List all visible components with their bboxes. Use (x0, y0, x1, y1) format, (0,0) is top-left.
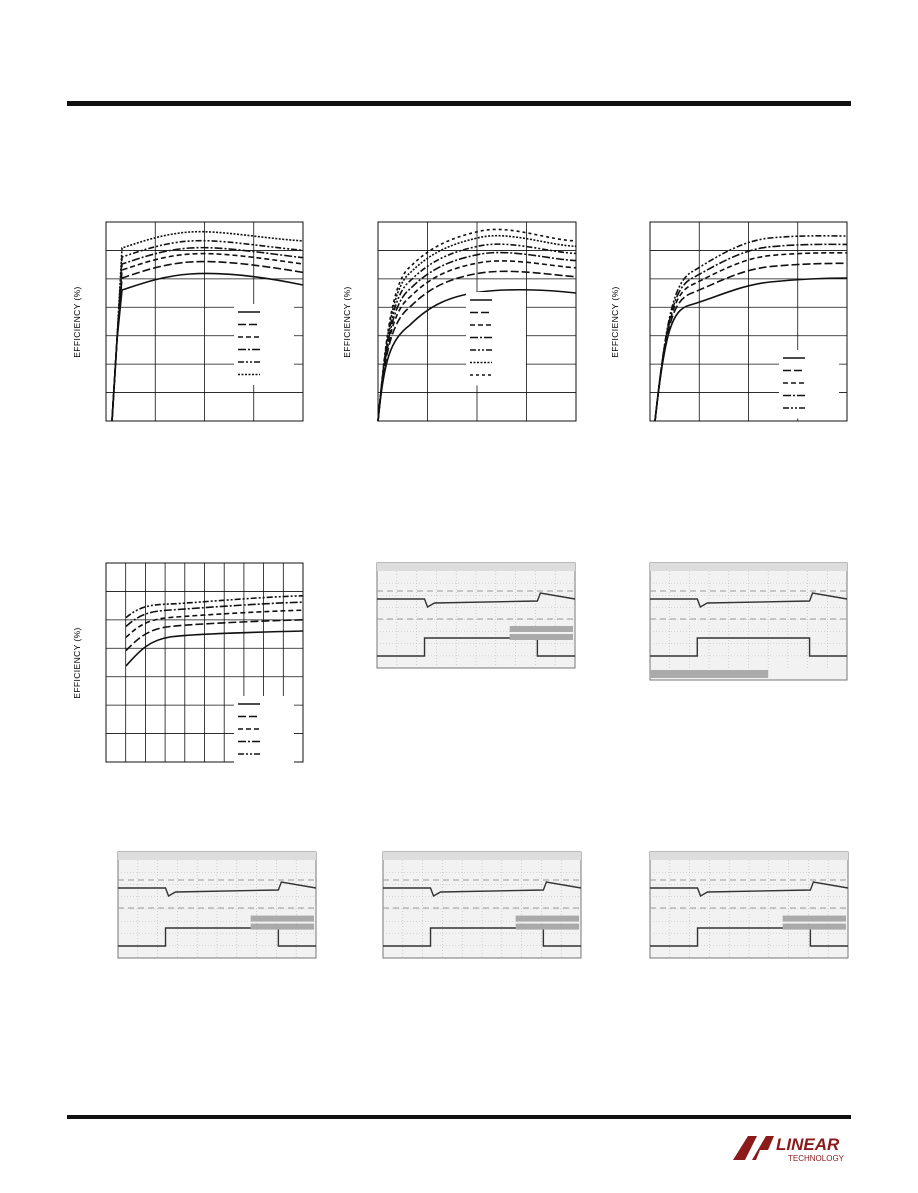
curve (125, 619, 304, 652)
curve (377, 228, 577, 422)
trace (650, 881, 849, 898)
curve (111, 260, 304, 422)
logo-name: LINEAR (776, 1135, 840, 1154)
readout (782, 915, 847, 922)
scope (376, 562, 576, 669)
curve (125, 595, 304, 619)
curve (125, 609, 304, 638)
scope-header (377, 563, 575, 571)
y-axis-label: EFFICIENCY (%) (72, 286, 82, 358)
legend-box (466, 292, 526, 386)
curve (125, 630, 304, 667)
trace (383, 927, 581, 947)
curve (377, 234, 577, 422)
y-axis-label: EFFICIENCY (%) (342, 286, 352, 358)
scope-screen (649, 562, 848, 681)
readout (250, 915, 315, 922)
curve (654, 235, 848, 422)
chart (105, 562, 304, 765)
curve (125, 601, 304, 627)
curve (111, 272, 304, 422)
curve (654, 251, 848, 422)
trace (118, 927, 316, 947)
readout (782, 923, 847, 930)
curve (111, 239, 304, 422)
scope (117, 851, 317, 959)
curve (111, 252, 304, 422)
scope (382, 851, 582, 959)
curve (111, 230, 304, 422)
readout (250, 923, 315, 930)
trace (650, 927, 848, 947)
y-axis-label: EFFICIENCY (%) (72, 627, 82, 699)
scope-header (118, 852, 316, 860)
readout (509, 626, 574, 632)
scope-header (383, 852, 581, 860)
readout (509, 634, 574, 640)
logo-mark (733, 1136, 774, 1160)
legend-box (234, 304, 294, 385)
y-axis-label: EFFICIENCY (%) (610, 286, 620, 358)
top-rule (67, 101, 851, 106)
chart (649, 221, 848, 422)
readout (650, 670, 769, 678)
logo-sub: TECHNOLOGY (788, 1154, 845, 1163)
trace (377, 637, 575, 657)
curve (377, 288, 577, 422)
curve (111, 246, 304, 422)
chart (377, 221, 577, 422)
readout (515, 923, 580, 930)
logo: LINEAR TECHNOLOGY (733, 1135, 845, 1163)
bottom-rule (67, 1115, 851, 1119)
scope (649, 562, 848, 681)
trace (377, 592, 576, 609)
trace (118, 881, 317, 898)
scope-header (650, 563, 847, 571)
trace (650, 592, 848, 609)
trace (650, 637, 847, 657)
curve (377, 260, 577, 422)
scope (649, 851, 849, 959)
chart (105, 221, 304, 422)
scope-header (650, 852, 848, 860)
legend-box (779, 350, 839, 419)
readout (515, 915, 580, 922)
legend-box (234, 696, 294, 765)
trace (383, 881, 582, 898)
curve (654, 262, 848, 422)
